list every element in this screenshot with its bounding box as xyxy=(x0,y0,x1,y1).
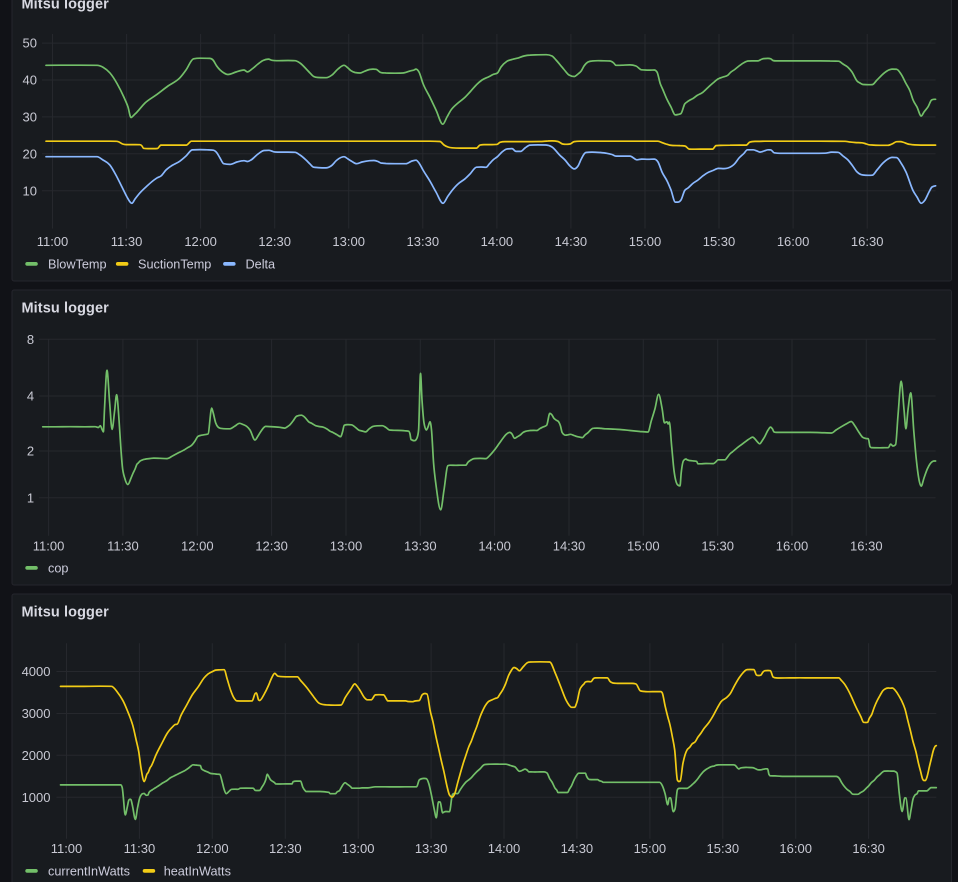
svg-text:16:00: 16:00 xyxy=(776,538,809,553)
svg-text:heatInWatts: heatInWatts xyxy=(164,864,231,878)
svg-text:12:00: 12:00 xyxy=(181,538,214,553)
svg-text:SuctionTemp: SuctionTemp xyxy=(138,257,211,271)
svg-text:16:30: 16:30 xyxy=(850,538,883,553)
svg-text:Delta: Delta xyxy=(246,257,277,271)
svg-text:14:00: 14:00 xyxy=(481,234,514,249)
svg-text:13:00: 13:00 xyxy=(332,234,365,249)
svg-text:15:30: 15:30 xyxy=(701,538,734,553)
svg-text:BlowTemp: BlowTemp xyxy=(48,257,107,271)
svg-text:30: 30 xyxy=(23,110,37,125)
svg-text:40: 40 xyxy=(23,73,37,88)
svg-text:12:00: 12:00 xyxy=(196,841,229,856)
svg-text:15:00: 15:00 xyxy=(629,234,662,249)
svg-text:15:30: 15:30 xyxy=(703,234,736,249)
svg-text:1: 1 xyxy=(27,490,34,505)
svg-text:12:30: 12:30 xyxy=(255,538,288,553)
svg-text:10: 10 xyxy=(23,183,37,198)
svg-text:14:30: 14:30 xyxy=(555,234,588,249)
svg-text:16:00: 16:00 xyxy=(777,234,810,249)
svg-text:1000: 1000 xyxy=(22,790,51,805)
svg-text:20: 20 xyxy=(23,146,37,161)
svg-text:2: 2 xyxy=(27,444,34,459)
svg-text:4000: 4000 xyxy=(22,664,51,679)
svg-text:16:00: 16:00 xyxy=(779,841,812,856)
svg-text:13:30: 13:30 xyxy=(415,841,448,856)
svg-text:4: 4 xyxy=(27,389,34,404)
svg-text:12:00: 12:00 xyxy=(184,234,217,249)
svg-text:2000: 2000 xyxy=(22,748,51,763)
svg-text:12:30: 12:30 xyxy=(258,234,291,249)
svg-text:14:30: 14:30 xyxy=(553,538,586,553)
svg-text:15:00: 15:00 xyxy=(634,841,667,856)
svg-text:cop: cop xyxy=(48,561,68,575)
svg-text:15:00: 15:00 xyxy=(627,538,660,553)
svg-text:8: 8 xyxy=(27,332,34,347)
svg-text:Mitsu logger: Mitsu logger xyxy=(22,0,110,12)
svg-text:11:30: 11:30 xyxy=(107,538,139,553)
svg-text:16:30: 16:30 xyxy=(851,234,884,249)
svg-text:13:00: 13:00 xyxy=(330,538,363,553)
svg-text:14:30: 14:30 xyxy=(561,841,594,856)
svg-text:11:00: 11:00 xyxy=(37,234,69,249)
svg-text:14:00: 14:00 xyxy=(488,841,521,856)
svg-text:11:30: 11:30 xyxy=(124,841,156,856)
svg-text:13:30: 13:30 xyxy=(404,538,437,553)
svg-text:11:00: 11:00 xyxy=(51,841,83,856)
svg-text:11:30: 11:30 xyxy=(111,234,143,249)
svg-text:14:00: 14:00 xyxy=(478,538,511,553)
svg-text:13:30: 13:30 xyxy=(407,234,440,249)
svg-text:currentInWatts: currentInWatts xyxy=(48,864,130,878)
svg-text:3000: 3000 xyxy=(22,706,51,721)
svg-text:Mitsu logger: Mitsu logger xyxy=(22,604,110,620)
svg-text:15:30: 15:30 xyxy=(707,841,740,856)
svg-text:16:30: 16:30 xyxy=(852,841,885,856)
svg-text:12:30: 12:30 xyxy=(269,841,302,856)
svg-text:50: 50 xyxy=(23,36,37,51)
svg-text:13:00: 13:00 xyxy=(342,841,375,856)
svg-text:11:00: 11:00 xyxy=(33,538,65,553)
svg-text:Mitsu logger: Mitsu logger xyxy=(22,300,110,316)
